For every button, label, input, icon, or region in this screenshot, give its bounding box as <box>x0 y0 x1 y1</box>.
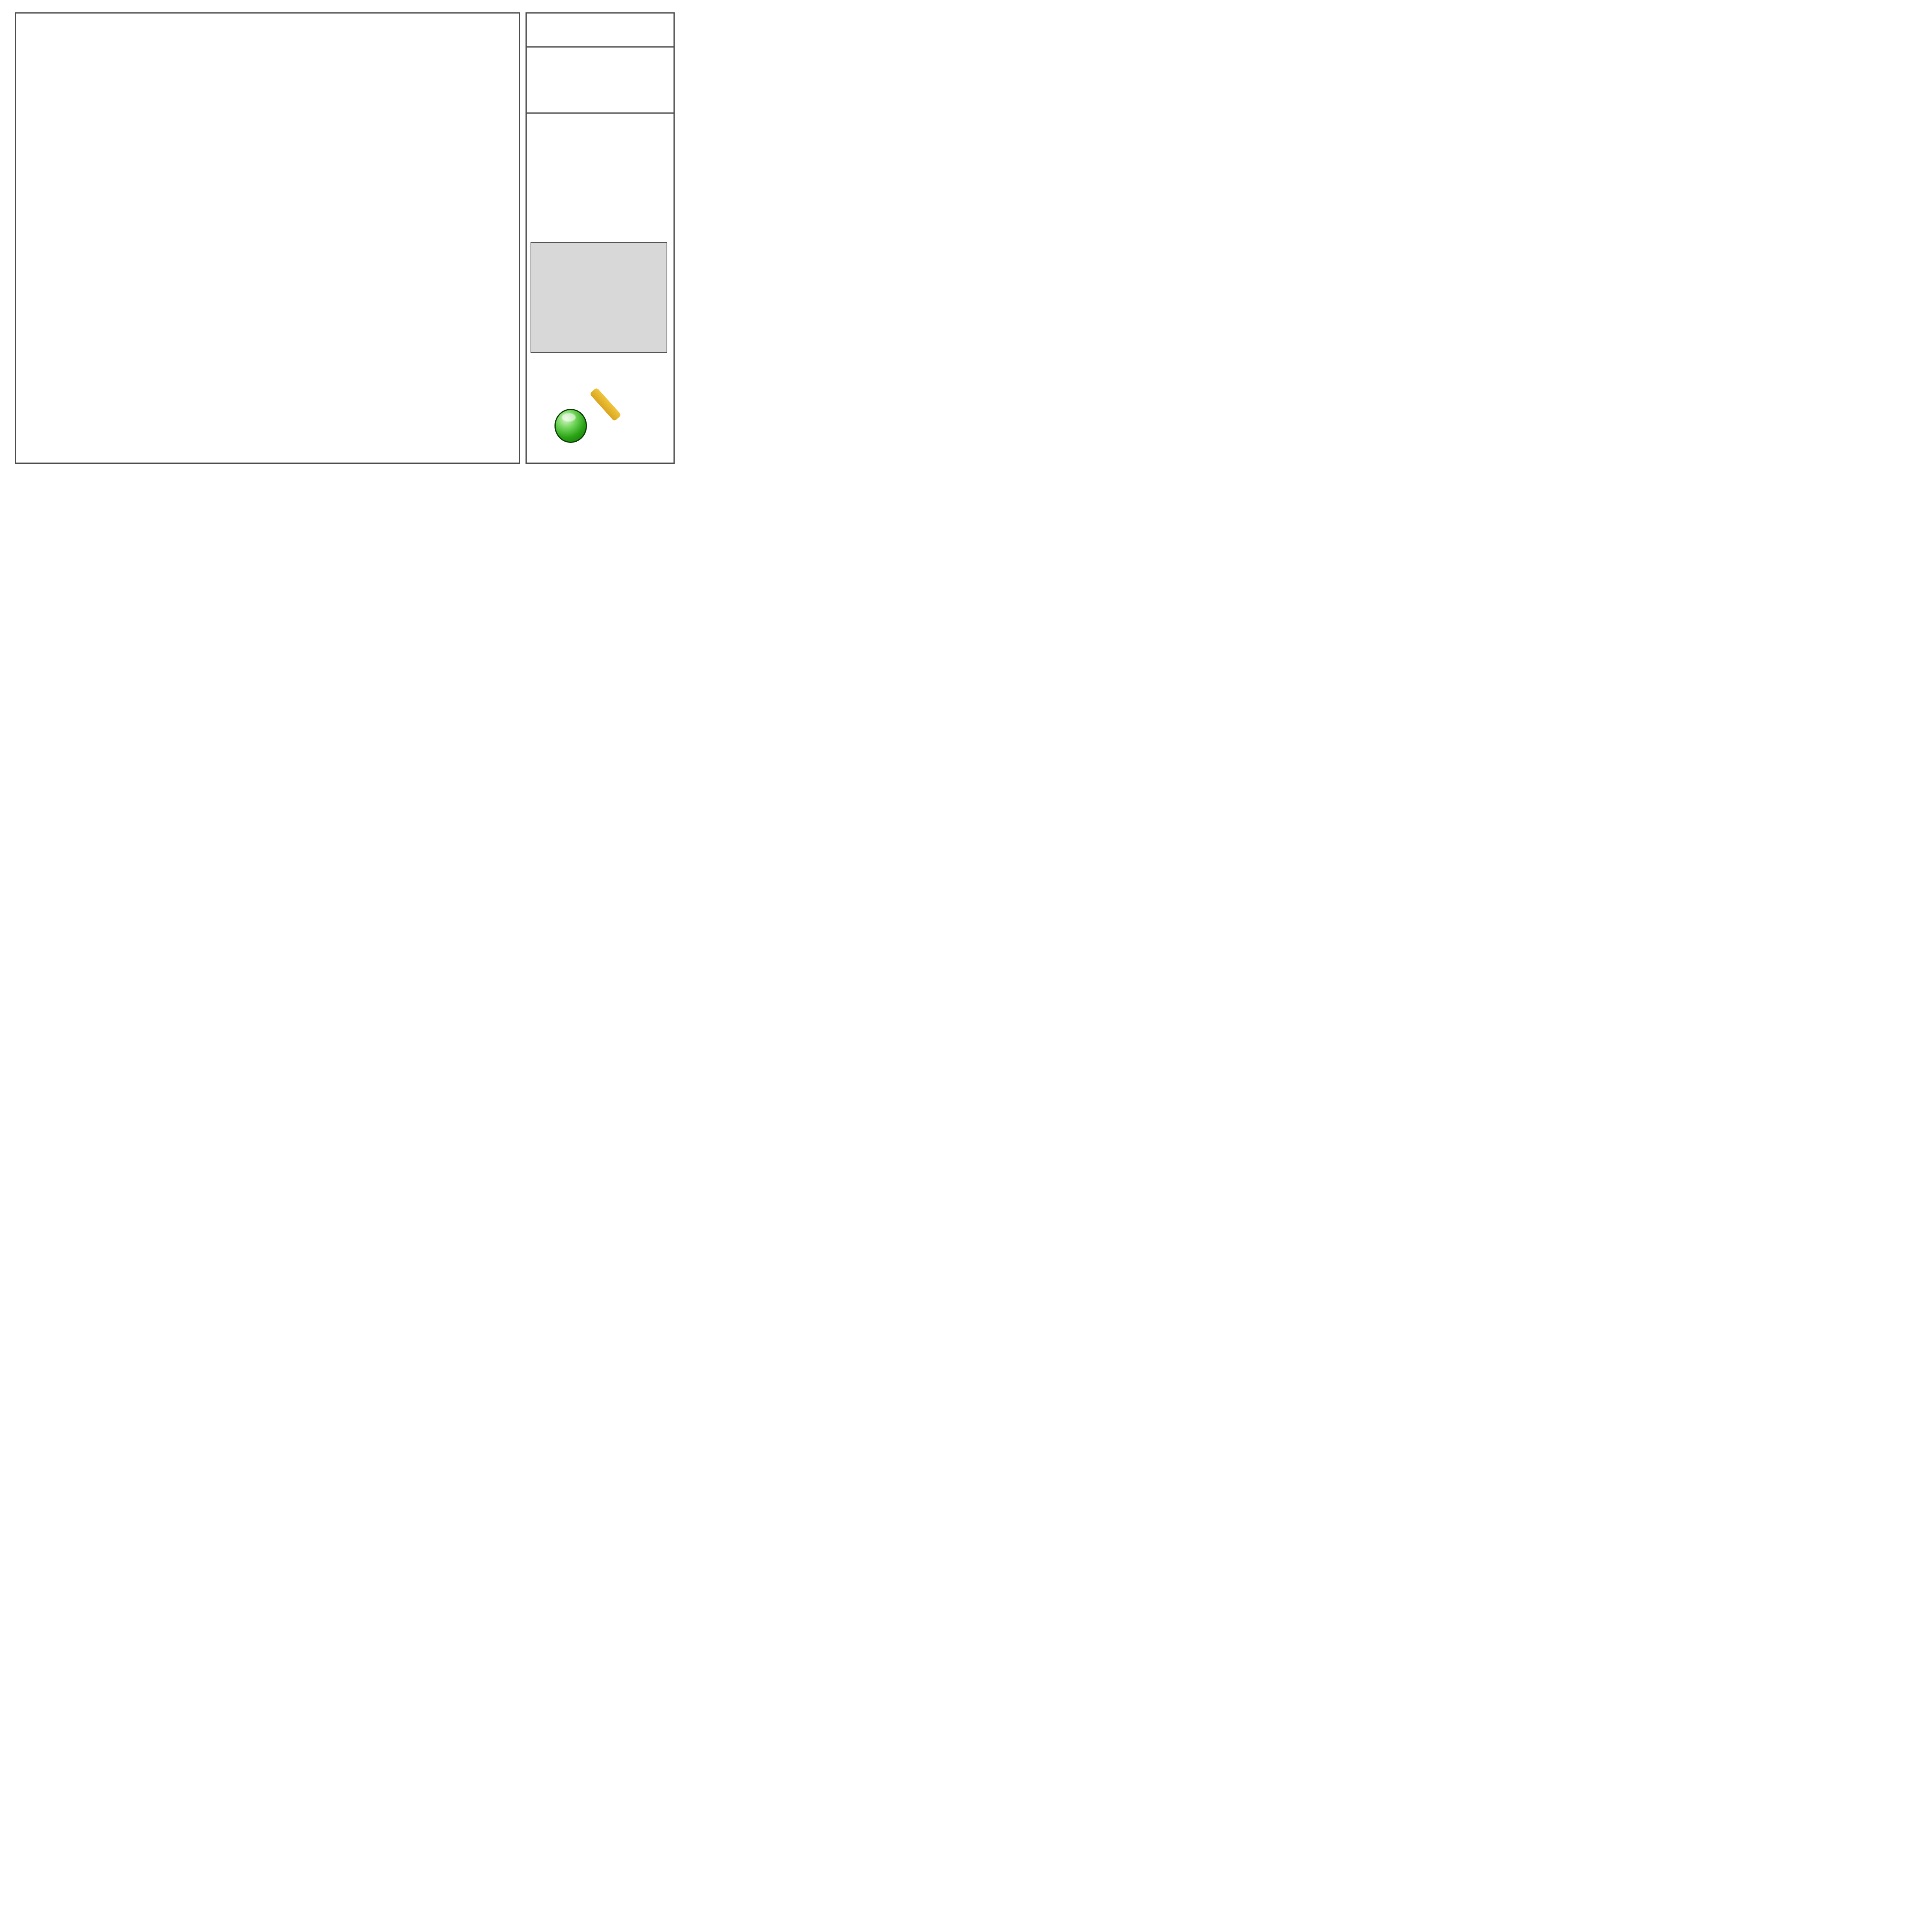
divider-2 <box>527 112 673 114</box>
fbds-logo <box>554 387 650 446</box>
legend-block <box>527 114 673 463</box>
municipality-name <box>527 48 673 52</box>
logo-sphere-icon <box>554 409 587 443</box>
page <box>0 0 678 480</box>
map-canvas <box>16 14 521 465</box>
map-theme <box>527 52 673 55</box>
info-panel <box>526 12 675 464</box>
title-block <box>527 14 673 46</box>
logo-shine <box>562 413 576 422</box>
subtitle-block <box>527 48 673 111</box>
inset-canvas <box>531 243 667 352</box>
main-map[interactable] <box>15 12 520 464</box>
locator-inset-map[interactable] <box>531 242 667 353</box>
divider-1 <box>527 46 673 48</box>
logo-bar-icon <box>589 387 622 422</box>
map-title <box>527 14 673 19</box>
